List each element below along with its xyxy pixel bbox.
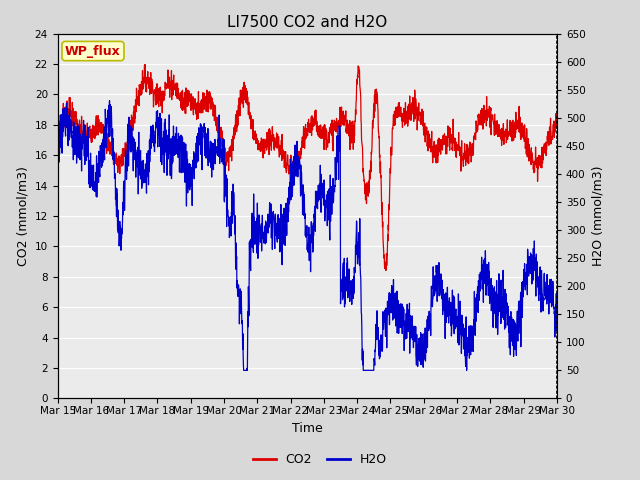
- Y-axis label: H2O (mmol/m3): H2O (mmol/m3): [591, 166, 604, 266]
- Title: LI7500 CO2 and H2O: LI7500 CO2 and H2O: [227, 15, 387, 30]
- Legend: CO2, H2O: CO2, H2O: [248, 448, 392, 471]
- X-axis label: Time: Time: [292, 421, 323, 434]
- Y-axis label: CO2 (mmol/m3): CO2 (mmol/m3): [16, 166, 29, 266]
- Text: WP_flux: WP_flux: [65, 45, 121, 58]
